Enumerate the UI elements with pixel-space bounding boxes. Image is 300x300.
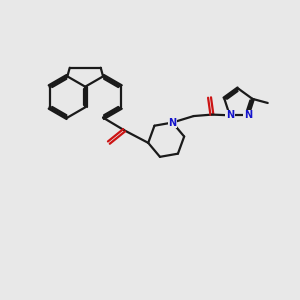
Text: N: N xyxy=(244,110,252,120)
Text: N: N xyxy=(168,118,176,128)
Text: N: N xyxy=(226,110,234,120)
